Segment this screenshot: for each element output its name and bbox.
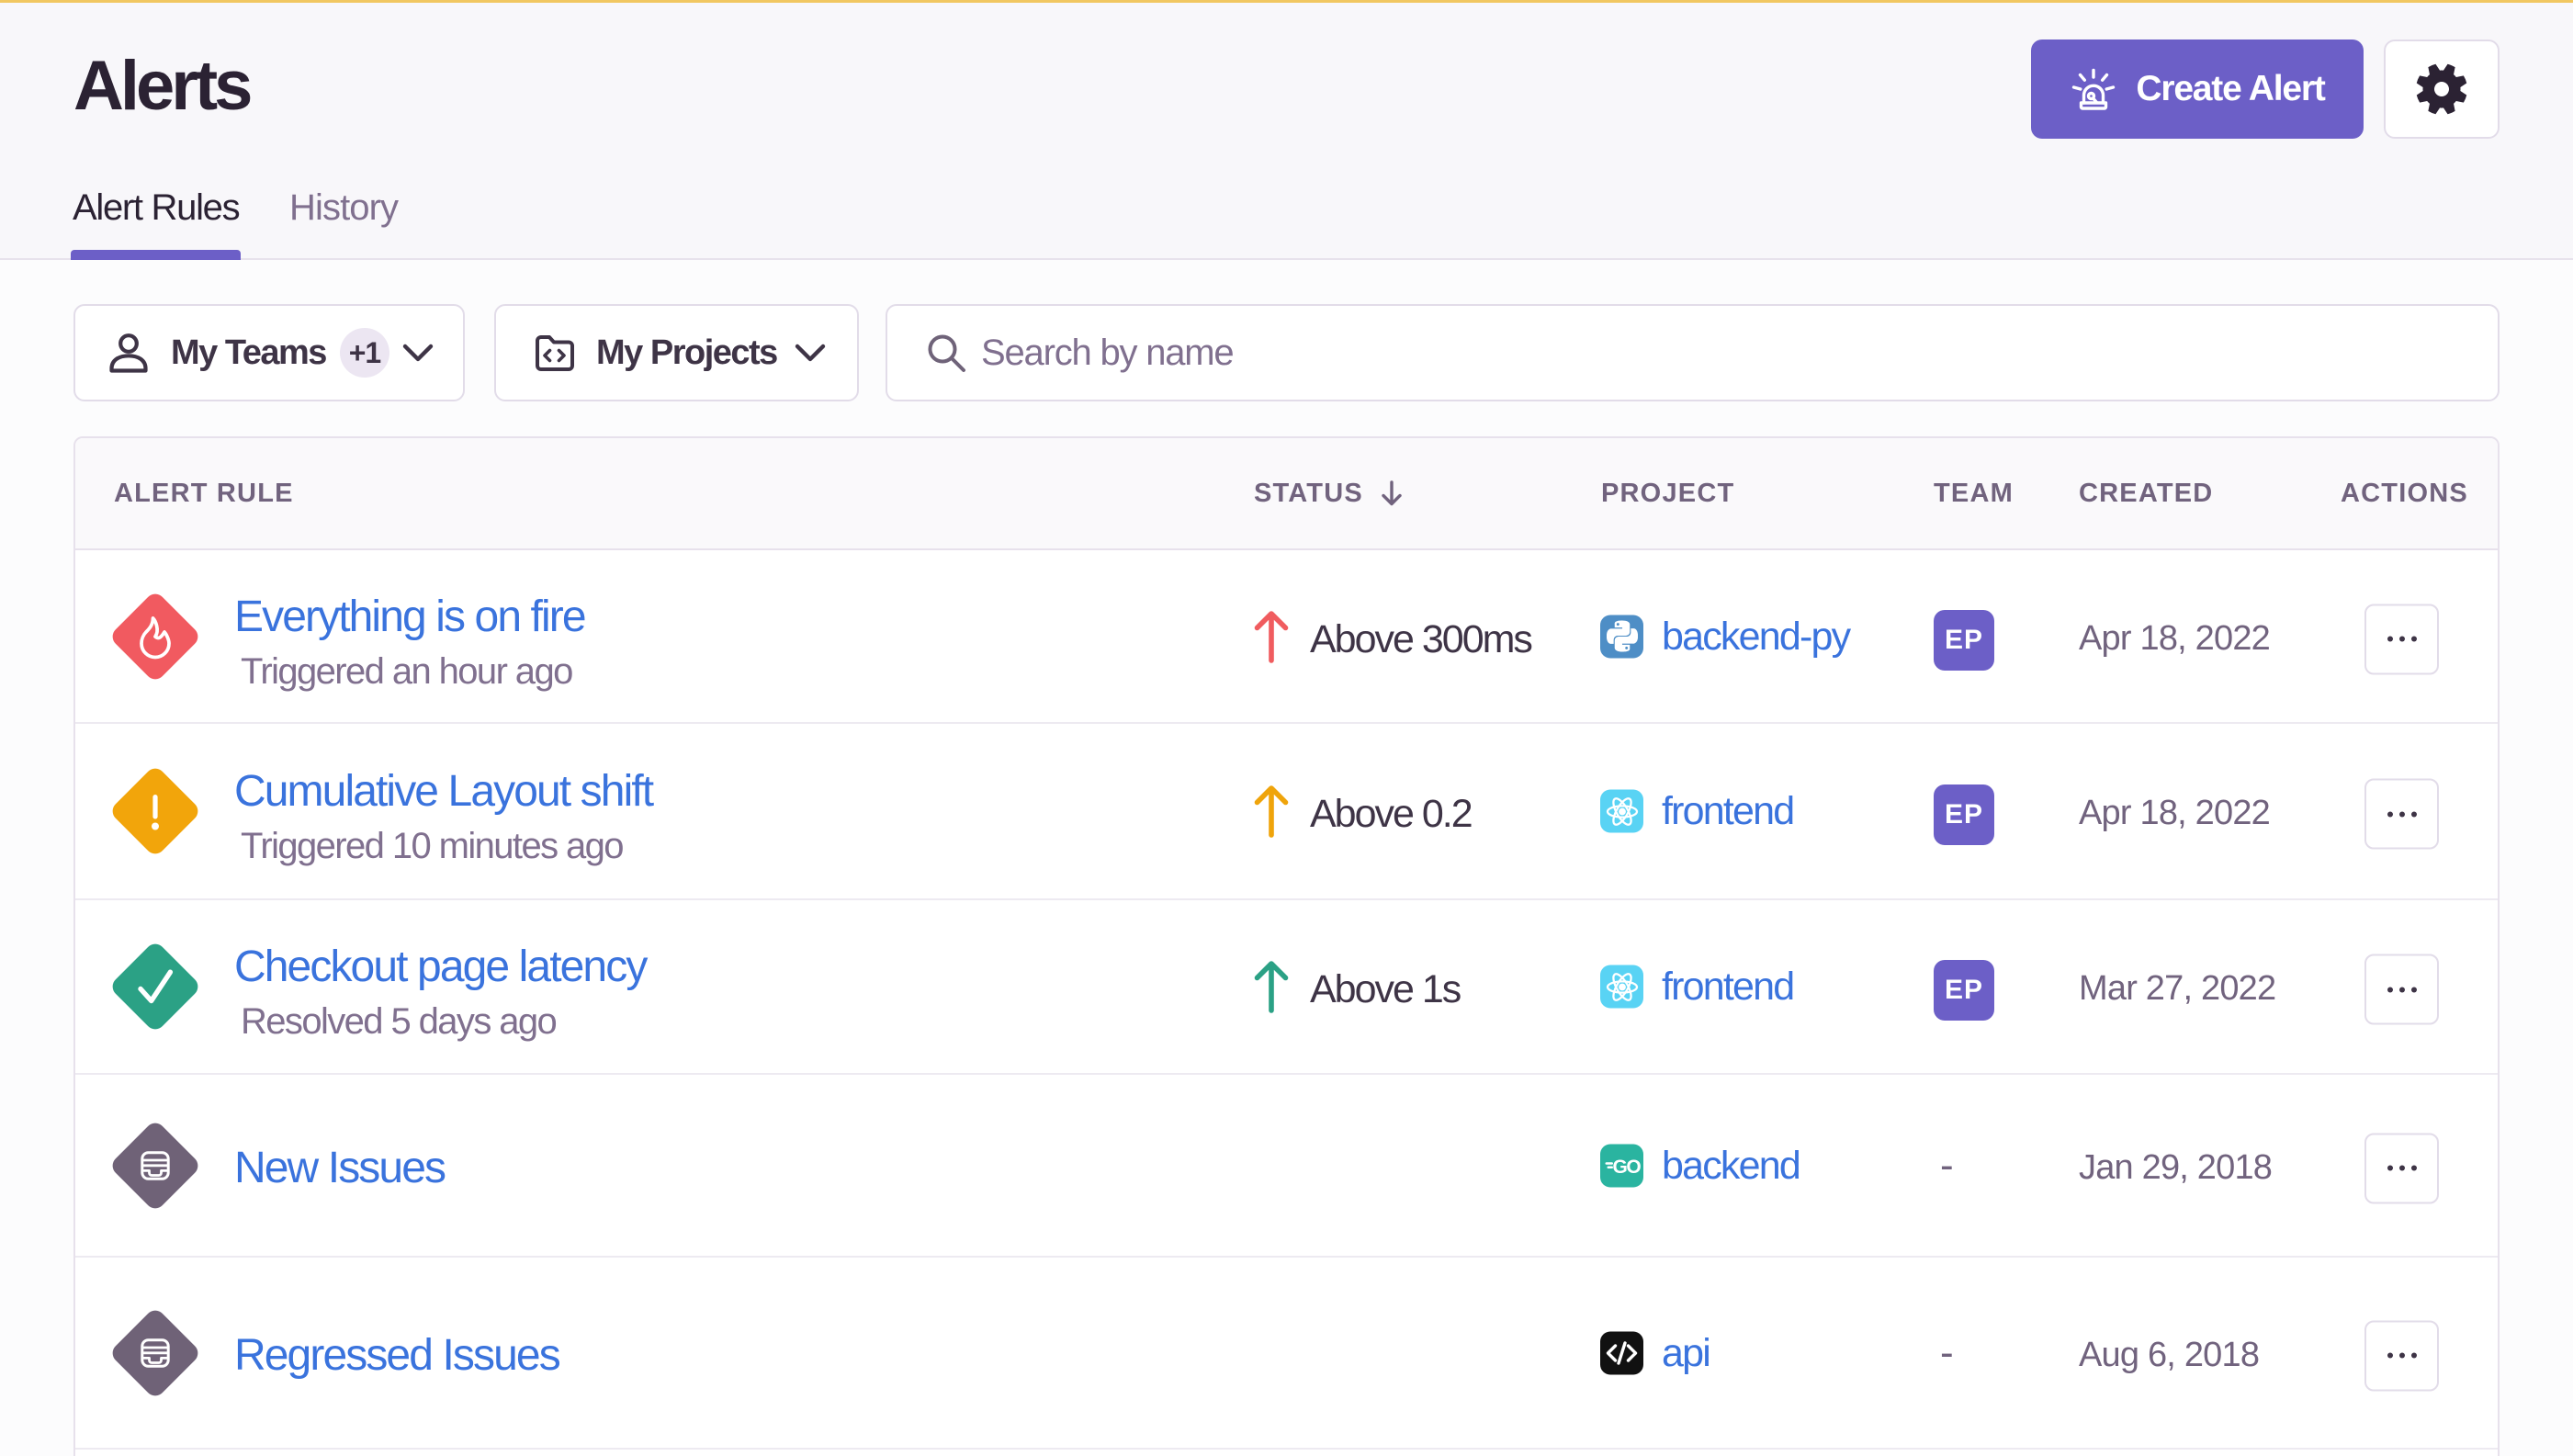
svg-text:GO: GO bbox=[1613, 1157, 1642, 1178]
